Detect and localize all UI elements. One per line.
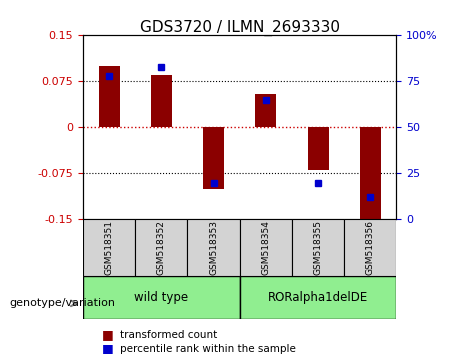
FancyBboxPatch shape [344, 219, 396, 276]
Text: GSM518351: GSM518351 [105, 220, 113, 275]
Text: GSM518353: GSM518353 [209, 220, 218, 275]
FancyBboxPatch shape [292, 219, 344, 276]
FancyBboxPatch shape [240, 276, 396, 319]
FancyBboxPatch shape [83, 276, 240, 319]
Text: ■: ■ [101, 328, 113, 341]
Text: RORalpha1delDE: RORalpha1delDE [268, 291, 368, 304]
Text: percentile rank within the sample: percentile rank within the sample [120, 344, 296, 354]
Bar [360, 127, 381, 223]
Text: GSM518352: GSM518352 [157, 220, 166, 275]
Text: GSM518355: GSM518355 [313, 220, 323, 275]
FancyBboxPatch shape [135, 219, 188, 276]
Bar [203, 127, 224, 189]
Text: GSM518354: GSM518354 [261, 220, 270, 275]
Text: ■: ■ [101, 342, 113, 354]
Text: transformed count: transformed count [120, 330, 217, 339]
Bar [255, 94, 276, 127]
Text: genotype/variation: genotype/variation [9, 298, 115, 308]
Bar [99, 66, 119, 127]
Text: GSM518356: GSM518356 [366, 220, 375, 275]
FancyBboxPatch shape [83, 219, 135, 276]
FancyBboxPatch shape [188, 219, 240, 276]
Text: wild type: wild type [134, 291, 189, 304]
Bar [151, 75, 172, 127]
Text: GDS3720 / ILMN_2693330: GDS3720 / ILMN_2693330 [140, 19, 340, 36]
FancyBboxPatch shape [240, 219, 292, 276]
Bar [307, 127, 329, 170]
